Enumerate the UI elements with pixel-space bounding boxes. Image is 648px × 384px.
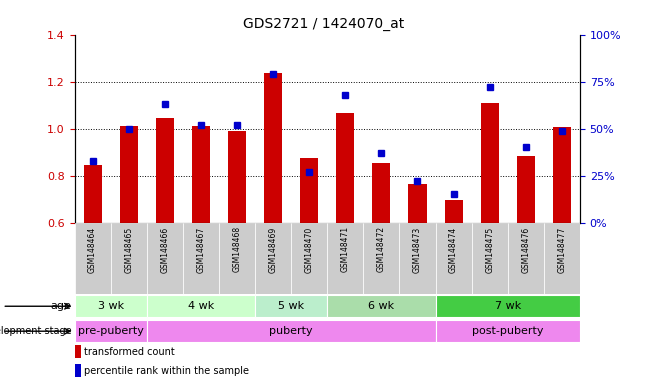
Text: age: age <box>51 301 71 311</box>
Text: percentile rank within the sample: percentile rank within the sample <box>84 366 249 376</box>
Text: GSM148477: GSM148477 <box>557 226 566 273</box>
FancyBboxPatch shape <box>255 295 327 318</box>
FancyBboxPatch shape <box>183 223 219 294</box>
Bar <box>75 346 80 358</box>
Text: GSM148474: GSM148474 <box>449 226 458 273</box>
FancyBboxPatch shape <box>508 223 544 294</box>
Bar <box>192 126 210 223</box>
FancyBboxPatch shape <box>255 223 291 294</box>
Text: transformed count: transformed count <box>84 347 174 357</box>
Bar <box>553 127 571 223</box>
Text: GSM148472: GSM148472 <box>377 226 386 272</box>
Bar <box>264 73 282 223</box>
Text: GSM148469: GSM148469 <box>268 226 277 273</box>
FancyBboxPatch shape <box>146 320 435 343</box>
Text: GSM148475: GSM148475 <box>485 226 494 273</box>
Text: 7 wk: 7 wk <box>494 301 521 311</box>
Text: post-puberty: post-puberty <box>472 326 544 336</box>
FancyBboxPatch shape <box>472 223 508 294</box>
FancyBboxPatch shape <box>146 295 255 318</box>
Text: GSM148464: GSM148464 <box>88 226 97 273</box>
Bar <box>373 163 390 223</box>
FancyBboxPatch shape <box>327 295 435 318</box>
Text: 6 wk: 6 wk <box>368 301 395 311</box>
FancyBboxPatch shape <box>75 320 146 343</box>
Bar <box>156 118 174 223</box>
Text: puberty: puberty <box>270 326 313 336</box>
Bar <box>84 165 102 223</box>
Bar <box>481 103 499 223</box>
Text: development stage: development stage <box>0 326 71 336</box>
Text: GSM148470: GSM148470 <box>305 226 314 273</box>
Text: GSM148467: GSM148467 <box>196 226 205 273</box>
FancyBboxPatch shape <box>364 223 399 294</box>
Text: GSM148466: GSM148466 <box>160 226 169 273</box>
FancyBboxPatch shape <box>146 223 183 294</box>
FancyBboxPatch shape <box>435 320 580 343</box>
FancyBboxPatch shape <box>399 223 435 294</box>
Bar <box>75 364 80 376</box>
Bar <box>228 131 246 223</box>
FancyBboxPatch shape <box>75 223 111 294</box>
Text: GSM148465: GSM148465 <box>124 226 133 273</box>
FancyBboxPatch shape <box>291 223 327 294</box>
Text: GSM148473: GSM148473 <box>413 226 422 273</box>
Bar <box>517 156 535 223</box>
Text: 3 wk: 3 wk <box>98 301 124 311</box>
FancyBboxPatch shape <box>327 223 364 294</box>
FancyBboxPatch shape <box>435 223 472 294</box>
Text: GSM148471: GSM148471 <box>341 226 350 272</box>
Bar <box>336 113 354 223</box>
Text: GSM148468: GSM148468 <box>233 226 242 272</box>
FancyBboxPatch shape <box>435 295 580 318</box>
Bar <box>120 126 138 223</box>
Text: 5 wk: 5 wk <box>278 301 304 311</box>
FancyBboxPatch shape <box>219 223 255 294</box>
Bar <box>408 184 426 223</box>
FancyBboxPatch shape <box>544 223 580 294</box>
Text: GSM148476: GSM148476 <box>521 226 530 273</box>
FancyBboxPatch shape <box>75 295 146 318</box>
Text: pre-puberty: pre-puberty <box>78 326 144 336</box>
Bar <box>445 200 463 223</box>
Bar <box>300 158 318 223</box>
Text: 4 wk: 4 wk <box>188 301 214 311</box>
Text: GDS2721 / 1424070_at: GDS2721 / 1424070_at <box>244 17 404 31</box>
FancyBboxPatch shape <box>111 223 146 294</box>
